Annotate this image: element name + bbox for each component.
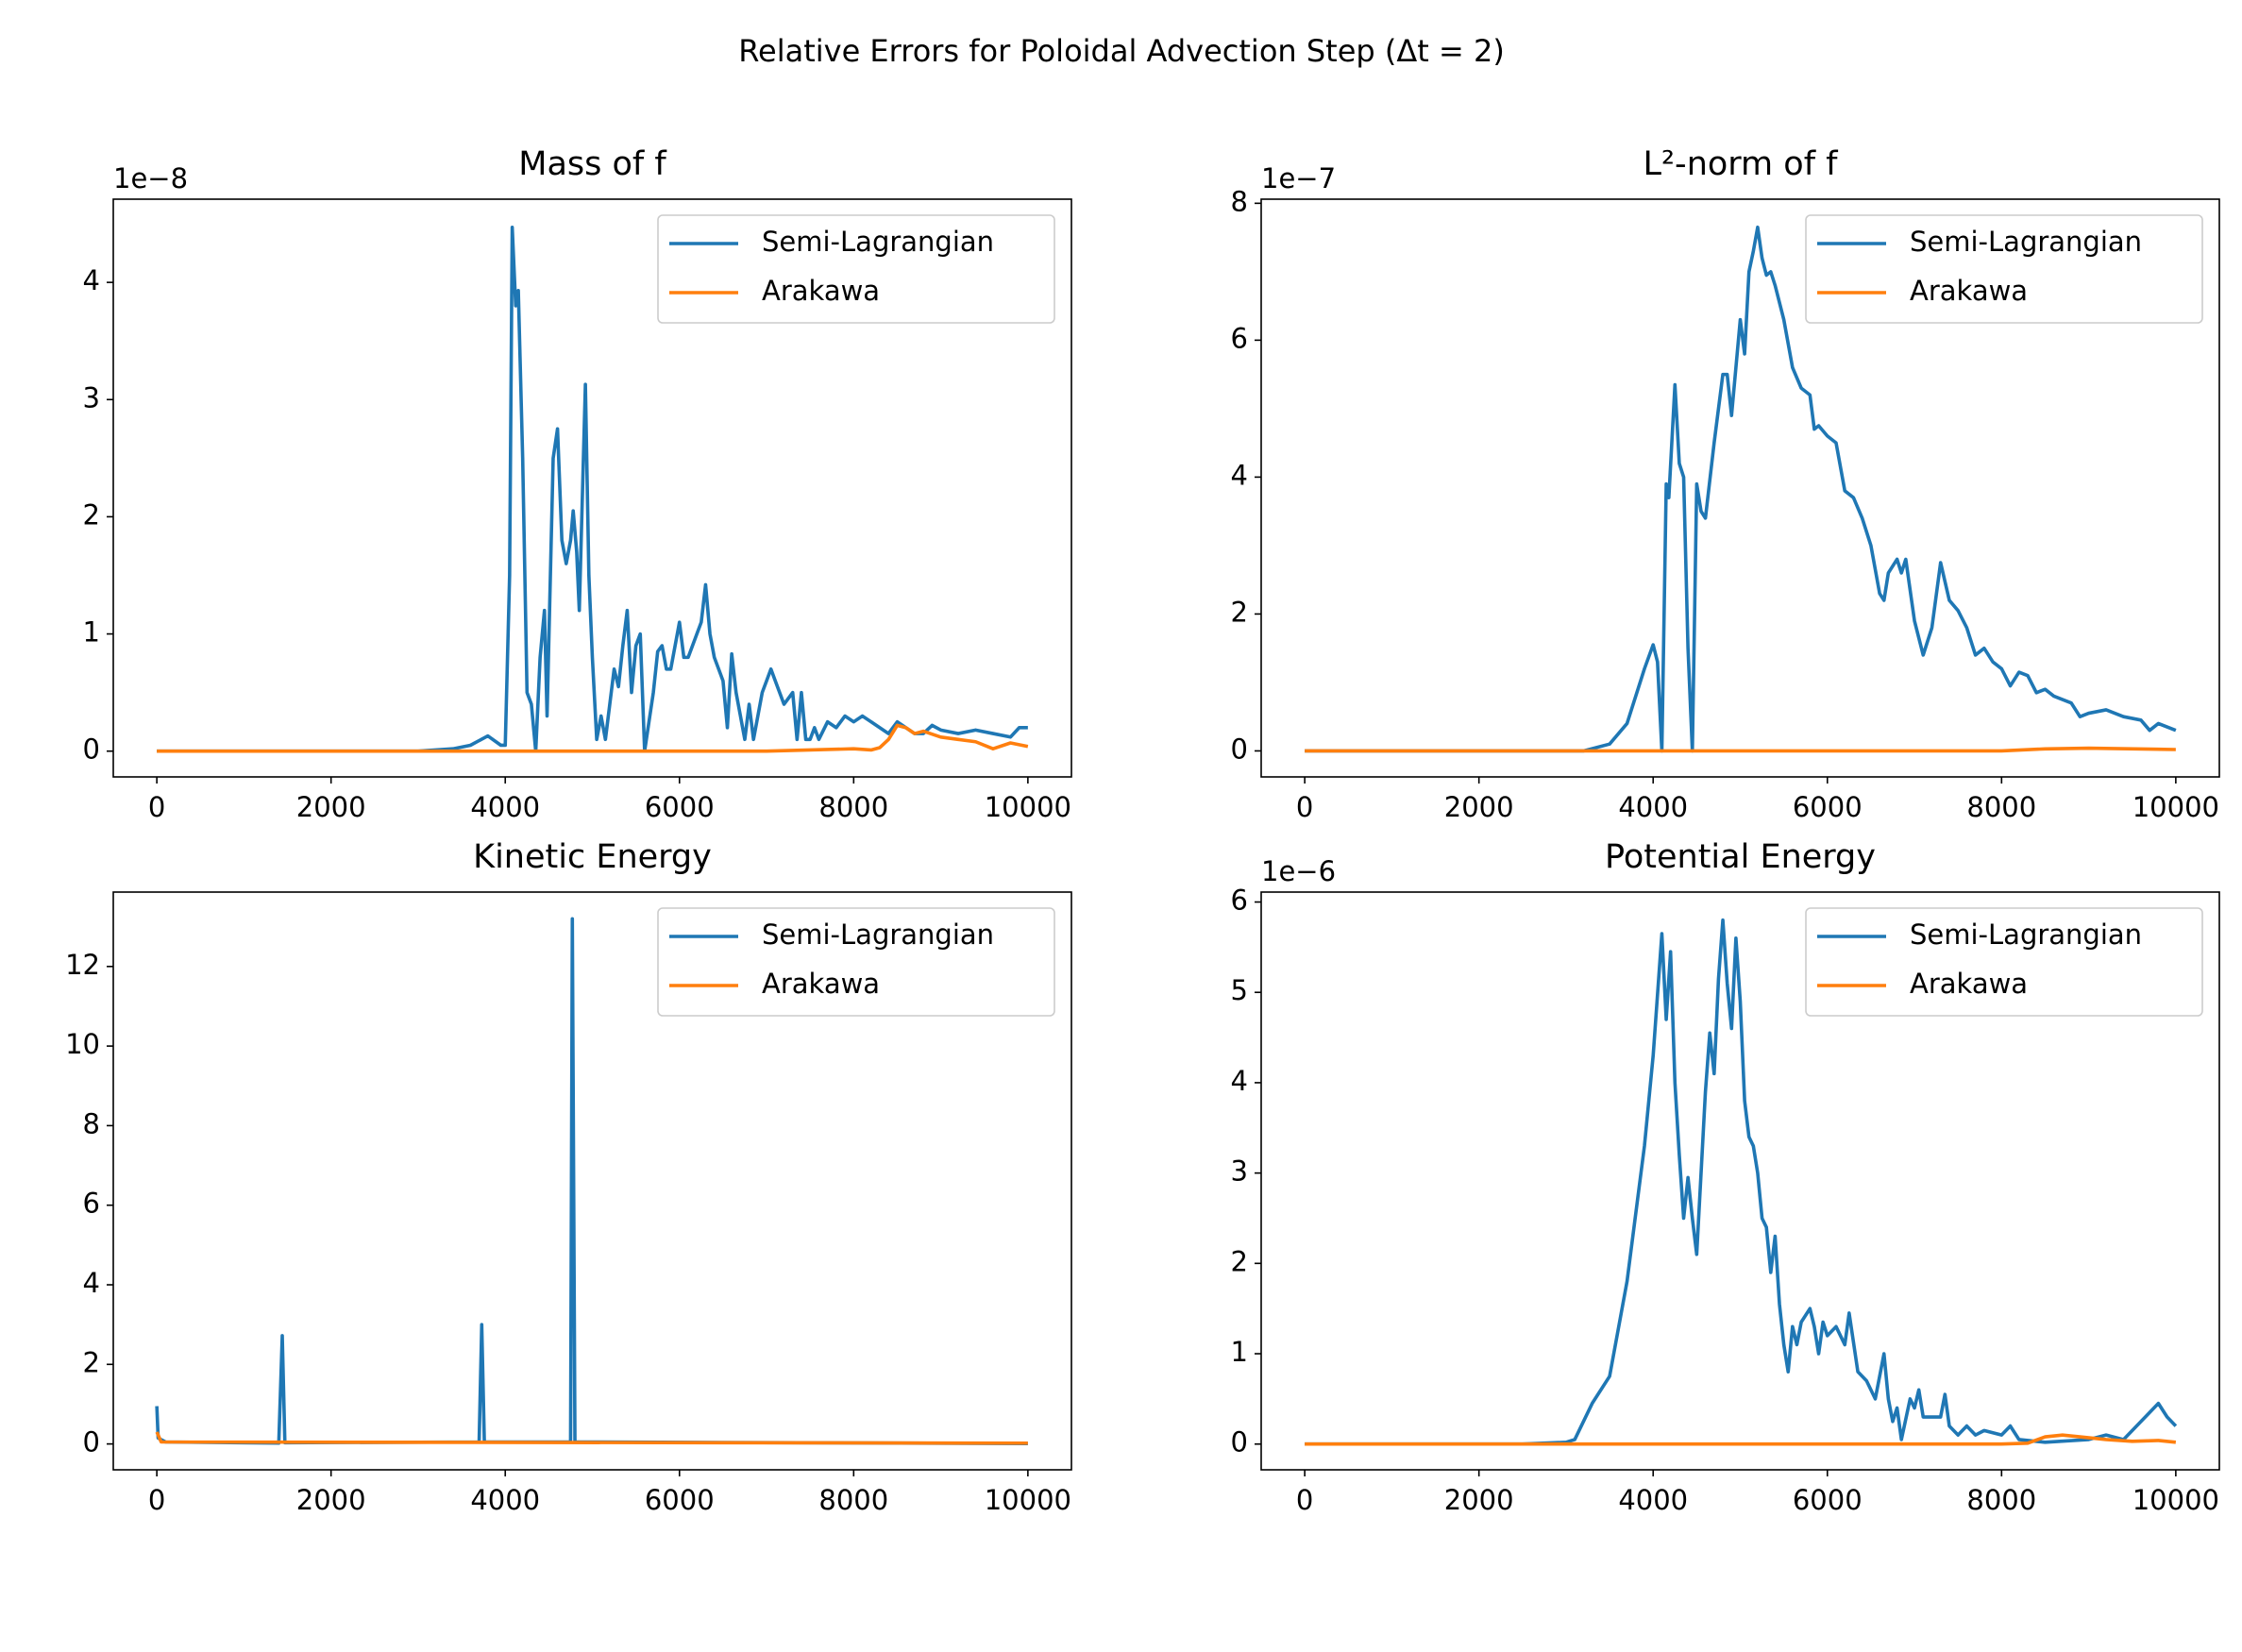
y-tick-label: 0 bbox=[1231, 733, 1248, 765]
data-line bbox=[155, 1431, 1028, 1445]
legend-box bbox=[1805, 907, 2203, 1017]
y-tick-label: 8 bbox=[83, 1107, 100, 1139]
legend-label: Semi-Lagrangian bbox=[762, 919, 994, 951]
x-tick-label: 10000 bbox=[985, 791, 1071, 823]
axis-offset: 1e−8 bbox=[113, 162, 188, 194]
subplot-title: Mass of f bbox=[518, 145, 666, 183]
data-line bbox=[1305, 1433, 2177, 1446]
x-tick-label: 0 bbox=[148, 1484, 165, 1516]
y-tick-label: 2 bbox=[83, 1346, 100, 1378]
legend-label: Semi-Lagrangian bbox=[762, 226, 994, 258]
y-tick-label: 2 bbox=[1231, 596, 1248, 628]
x-tick-label: 4000 bbox=[1618, 1484, 1688, 1516]
x-tick-label: 8000 bbox=[1966, 791, 2036, 823]
legend-label: Arakawa bbox=[762, 275, 880, 307]
y-tick-label: 4 bbox=[83, 264, 100, 296]
legend-box bbox=[657, 214, 1055, 324]
plot-area bbox=[157, 225, 1029, 753]
x-tick-label: 0 bbox=[148, 791, 165, 823]
y-tick-label: 1 bbox=[83, 616, 100, 649]
axes-frame bbox=[1260, 198, 2220, 778]
y-tick-label: 4 bbox=[83, 1267, 100, 1299]
y-tick-label: 4 bbox=[1231, 459, 1248, 491]
data-line bbox=[1305, 918, 2178, 1446]
x-tick-label: 10000 bbox=[2132, 1484, 2219, 1516]
x-tick-label: 8000 bbox=[1966, 1484, 2036, 1516]
legend-label: Semi-Lagrangian bbox=[1910, 919, 2142, 951]
x-tick-label: 2000 bbox=[1444, 791, 1514, 823]
x-tick-label: 6000 bbox=[1793, 791, 1863, 823]
y-tick-label: 6 bbox=[1231, 322, 1248, 354]
y-tick-label: 6 bbox=[83, 1188, 100, 1220]
legend-label: Arakawa bbox=[1910, 968, 2028, 1000]
axis-offset: 1e−7 bbox=[1261, 162, 1336, 194]
x-tick-label: 6000 bbox=[645, 791, 715, 823]
y-tick-label: 10 bbox=[65, 1028, 100, 1060]
legend-box bbox=[1805, 214, 2203, 324]
x-tick-label: 2000 bbox=[296, 791, 366, 823]
x-tick-label: 8000 bbox=[818, 1484, 888, 1516]
y-tick-label: 3 bbox=[83, 381, 100, 413]
plot-area bbox=[1305, 918, 2178, 1446]
figure-title: Relative Errors for Poloidal Advection S… bbox=[738, 33, 1505, 69]
legend-label: Arakawa bbox=[762, 968, 880, 1000]
data-line bbox=[157, 723, 1029, 753]
y-tick-label: 6 bbox=[1231, 885, 1248, 917]
x-tick-label: 10000 bbox=[2132, 791, 2219, 823]
data-line bbox=[1305, 746, 2176, 753]
x-tick-label: 4000 bbox=[1618, 791, 1688, 823]
y-tick-label: 0 bbox=[83, 1426, 100, 1458]
legend-label: Semi-Lagrangian bbox=[1910, 226, 2142, 258]
axes-frame bbox=[112, 891, 1072, 1471]
axes-frame bbox=[1260, 891, 2220, 1471]
y-tick-label: 1 bbox=[1231, 1336, 1248, 1368]
legend-box bbox=[657, 907, 1055, 1017]
axes-frame bbox=[112, 198, 1072, 778]
legend-label: Arakawa bbox=[1910, 275, 2028, 307]
plot-area bbox=[155, 917, 1028, 1445]
y-tick-label: 2 bbox=[1231, 1245, 1248, 1277]
x-tick-label: 8000 bbox=[818, 791, 888, 823]
y-tick-label: 2 bbox=[83, 498, 100, 531]
x-tick-label: 4000 bbox=[470, 791, 540, 823]
y-tick-label: 4 bbox=[1231, 1065, 1248, 1097]
y-tick-label: 5 bbox=[1231, 974, 1248, 1006]
x-tick-label: 10000 bbox=[985, 1484, 1071, 1516]
data-line bbox=[157, 225, 1028, 753]
x-tick-label: 2000 bbox=[1444, 1484, 1514, 1516]
y-tick-label: 3 bbox=[1231, 1155, 1248, 1188]
axis-offset: 1e−6 bbox=[1261, 855, 1336, 887]
y-tick-label: 0 bbox=[1231, 1426, 1248, 1458]
x-tick-label: 6000 bbox=[645, 1484, 715, 1516]
y-tick-label: 12 bbox=[65, 949, 100, 981]
y-tick-label: 0 bbox=[83, 733, 100, 766]
x-tick-label: 4000 bbox=[470, 1484, 540, 1516]
x-tick-label: 0 bbox=[1296, 1484, 1313, 1516]
x-tick-label: 6000 bbox=[1793, 1484, 1863, 1516]
plot-area bbox=[1305, 225, 2177, 753]
subplot-title: L²-norm of f bbox=[1644, 145, 1839, 183]
data-line bbox=[1305, 225, 2177, 753]
subplot-title: Potential Energy bbox=[1605, 838, 1876, 876]
x-tick-label: 0 bbox=[1296, 791, 1313, 823]
y-tick-label: 8 bbox=[1231, 185, 1248, 217]
subplot-title: Kinetic Energy bbox=[473, 838, 712, 876]
x-tick-label: 2000 bbox=[296, 1484, 366, 1516]
